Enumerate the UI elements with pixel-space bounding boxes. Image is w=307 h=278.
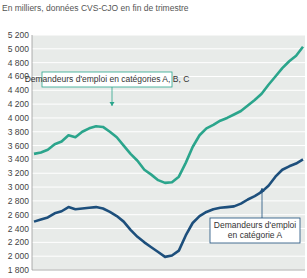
annotation-pointer <box>262 188 263 218</box>
tick-label: 5 200 <box>8 30 30 40</box>
grid-line <box>32 270 305 271</box>
subtitle: En milliers, données CVS-CJO en fin de t… <box>2 3 189 13</box>
grid-line <box>32 200 305 201</box>
tick-label: 4 000 <box>8 113 30 123</box>
tick-label: 4 400 <box>8 85 30 95</box>
grid-line <box>32 48 305 49</box>
tick-label: 3 200 <box>8 168 30 178</box>
series-label-box <box>210 218 300 243</box>
tick-label: 1 800 <box>8 265 30 275</box>
series-label-line: Demandeurs d'emploi <box>214 220 297 230</box>
grid-line <box>32 145 305 146</box>
plot-area <box>32 35 305 270</box>
tick-label: 2 000 <box>8 251 30 261</box>
series-label: Demandeurs d'emploi en catégories A, B, … <box>25 74 190 84</box>
tick-label: 2 800 <box>8 196 30 206</box>
tick-label: 3 800 <box>8 127 30 137</box>
series-label-line: en catégorie A <box>228 230 283 240</box>
tick-label: 2 200 <box>8 237 30 247</box>
grid-line <box>32 35 305 36</box>
grid-line <box>32 131 305 132</box>
grid-line <box>32 187 305 188</box>
tick-label: 3 400 <box>8 154 30 164</box>
series-line <box>34 47 303 183</box>
x-axis <box>32 270 305 271</box>
annotation-arrow <box>260 188 265 192</box>
tick-label: 3 600 <box>8 141 30 151</box>
tick-label: 3 000 <box>8 182 30 192</box>
annotation-arrow <box>110 102 115 106</box>
tick-label: 5 000 <box>8 44 30 54</box>
tick-label: 2 600 <box>8 210 30 220</box>
grid-line <box>32 159 305 160</box>
series-label: Demandeurs d'emploien catégorie A <box>214 220 297 240</box>
tick-label: 4 200 <box>8 99 30 109</box>
grid-line <box>32 62 305 63</box>
tick-label: 2 400 <box>8 224 30 234</box>
series-label-line: Demandeurs d'emploi en catégories A, B, … <box>25 74 190 84</box>
grid-line <box>32 173 305 174</box>
grid-line <box>32 104 305 105</box>
series-line <box>34 159 303 256</box>
grid-line <box>32 214 305 215</box>
grid-line <box>32 117 305 118</box>
tick-label: 4 800 <box>8 58 30 68</box>
y-axis <box>32 35 33 270</box>
chart: En milliers, données CVS-CJO en fin de t… <box>0 0 307 278</box>
